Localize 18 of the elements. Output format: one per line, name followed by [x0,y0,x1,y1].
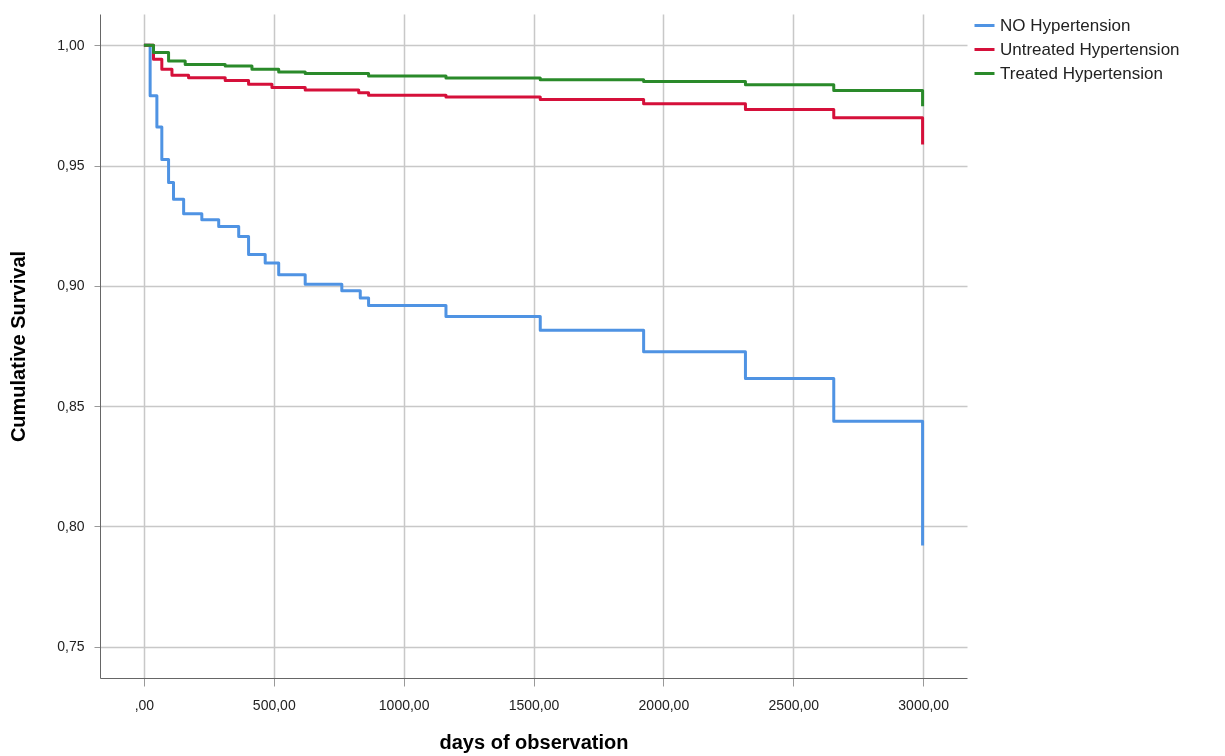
y-tick-label: 0,90 [57,277,85,294]
y-tick-label: 1,00 [57,36,85,53]
x-axis-title: days of observation [439,730,629,753]
legend-label: NO Hypertension [1000,15,1131,35]
x-tick-label: ,00 [134,696,155,713]
x-tick-label: 1000,00 [378,696,430,713]
y-tick-label: 0,80 [57,517,85,534]
y-tick-label: 0,75 [57,638,85,655]
legend-label: Untreated Hypertension [1000,39,1180,59]
x-tick-label: 1500,00 [508,696,560,713]
x-tick-label: 2500,00 [768,696,820,713]
legend-label: Treated Hypertension [1000,63,1163,83]
x-tick-label: 500,00 [252,696,296,713]
x-tick-label: 2000,00 [638,696,690,713]
y-axis-title: Cumulative Survival [7,250,30,443]
y-tick-label: 0,95 [57,157,85,174]
x-tick-label: 3000,00 [898,696,950,713]
y-tick-label: 0,85 [57,397,85,414]
